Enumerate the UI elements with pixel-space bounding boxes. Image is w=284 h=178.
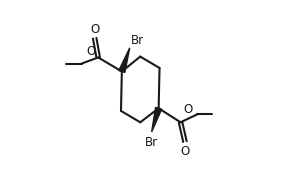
Text: O: O (90, 23, 100, 36)
Text: Br: Br (131, 34, 144, 47)
Text: O: O (181, 145, 190, 158)
Polygon shape (119, 48, 130, 72)
Text: O: O (183, 103, 193, 116)
Text: O: O (86, 45, 95, 58)
Polygon shape (152, 107, 162, 132)
Text: Br: Br (145, 136, 158, 149)
